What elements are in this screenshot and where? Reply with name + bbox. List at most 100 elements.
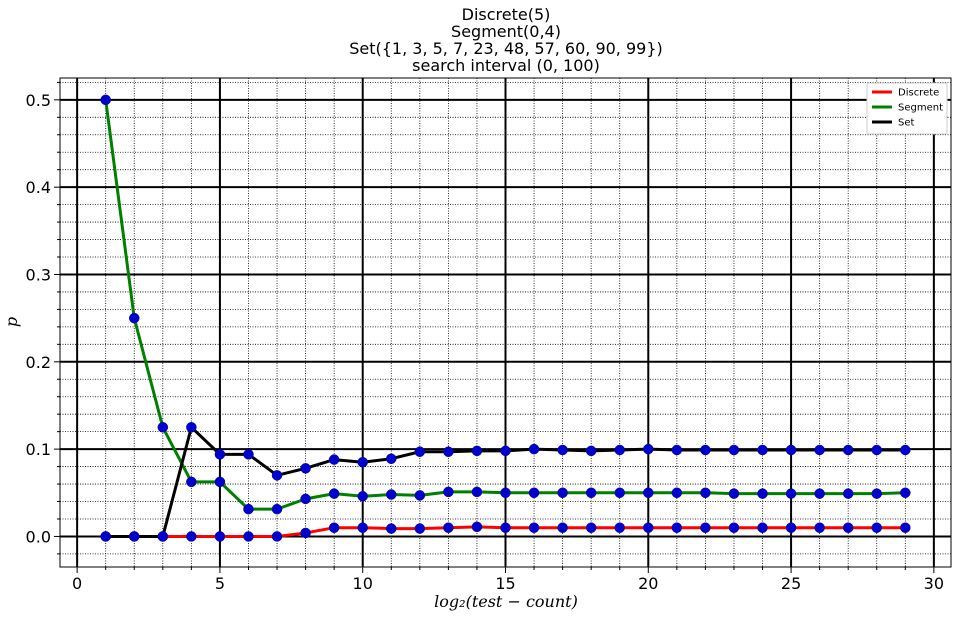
marker-set	[585, 445, 597, 457]
marker-discrete	[471, 521, 483, 533]
marker-set	[471, 445, 483, 457]
marker-set	[557, 444, 568, 456]
marker-discrete	[671, 522, 683, 533]
marker-segment	[814, 488, 825, 499]
marker-discrete	[614, 522, 625, 533]
marker-set	[900, 444, 911, 456]
marker-discrete	[900, 522, 911, 533]
marker-set	[100, 531, 111, 542]
y-tick-label: 0.2	[26, 353, 51, 372]
marker-segment	[328, 488, 340, 499]
y-tick-label: 0.0	[26, 527, 51, 546]
marker-set	[414, 446, 426, 457]
marker-segment	[300, 493, 311, 505]
marker-segment	[500, 487, 511, 499]
marker-set	[214, 449, 226, 460]
marker-segment	[129, 312, 140, 324]
legend-label-set: Set	[898, 118, 915, 129]
marker-discrete	[214, 531, 226, 542]
marker-set	[728, 444, 740, 456]
marker-discrete	[785, 522, 797, 533]
marker-discrete	[757, 522, 768, 533]
marker-discrete	[585, 522, 597, 533]
marker-set	[186, 422, 197, 433]
marker-segment	[728, 488, 740, 499]
y-tick-label: 0.4	[26, 178, 51, 197]
marker-segment	[471, 486, 483, 498]
marker-set	[300, 463, 311, 474]
x-tick-label: 30	[924, 574, 944, 593]
marker-segment	[585, 487, 597, 499]
series-markers	[100, 94, 911, 542]
marker-discrete	[357, 522, 368, 533]
marker-discrete	[728, 522, 740, 533]
marker-discrete	[300, 527, 311, 539]
marker-set	[842, 444, 854, 456]
ticks	[54, 81, 935, 573]
marker-set	[500, 445, 511, 457]
marker-segment	[557, 487, 568, 499]
y-tick-label: 0.5	[26, 91, 51, 110]
marker-set	[700, 444, 711, 456]
marker-set	[357, 456, 368, 468]
marker-discrete	[243, 531, 254, 542]
marker-discrete	[443, 522, 454, 533]
marker-segment	[386, 489, 397, 500]
marker-discrete	[328, 522, 340, 533]
marker-set	[614, 444, 625, 456]
marker-set	[643, 443, 654, 455]
tick-labels: 0 5 10 15 20 25 30 0.0 0.1 0.2 0.3 0.4 0.5	[26, 91, 944, 593]
marker-discrete	[700, 522, 711, 533]
marker-segment	[414, 490, 426, 501]
legend-label-segment: Segment	[898, 103, 943, 114]
y-tick-label: 0.1	[26, 440, 51, 459]
x-tick-label: 20	[638, 574, 658, 593]
marker-discrete	[528, 522, 540, 533]
marker-set	[871, 444, 882, 456]
marker-set	[243, 449, 254, 460]
y-axis-label: p	[2, 317, 21, 327]
x-tick-label: 0	[72, 574, 82, 593]
marker-discrete	[814, 522, 825, 533]
x-axis-label: log₂(test − count)	[434, 592, 578, 611]
marker-discrete	[842, 522, 854, 533]
marker-segment	[900, 487, 911, 499]
marker-discrete	[643, 522, 654, 533]
marker-discrete	[414, 523, 426, 534]
marker-set	[443, 446, 454, 457]
x-tick-label: 10	[353, 574, 373, 593]
marker-discrete	[271, 531, 283, 542]
title-line-3: Set({1, 3, 5, 7, 23, 48, 57, 60, 90, 99}…	[349, 39, 663, 58]
marker-discrete	[386, 523, 397, 534]
x-tick-label: 5	[215, 574, 225, 593]
marker-set	[157, 531, 169, 542]
marker-segment	[842, 488, 854, 499]
marker-segment	[643, 487, 654, 499]
marker-set	[328, 454, 340, 465]
x-tick-label: 15	[495, 574, 515, 593]
marker-segment	[871, 488, 882, 499]
marker-segment	[157, 422, 169, 433]
marker-segment	[785, 488, 797, 499]
marker-set	[386, 453, 397, 464]
marker-segment	[357, 491, 368, 502]
marker-segment	[614, 487, 625, 499]
y-tick-label: 0.3	[26, 265, 51, 284]
title-line-4: search interval (0, 100)	[412, 56, 600, 75]
marker-set	[271, 470, 283, 481]
x-tick-label: 25	[781, 574, 801, 593]
marker-segment	[271, 503, 283, 515]
marker-segment	[214, 476, 226, 488]
marker-discrete	[186, 531, 197, 542]
chart-title: Discrete(5) Segment(0,4) Set({1, 3, 5, 7…	[349, 5, 663, 75]
marker-set	[671, 444, 683, 456]
marker-discrete	[500, 522, 511, 533]
marker-set	[129, 531, 140, 542]
marker-set	[757, 444, 768, 456]
legend: Discrete Segment Set	[866, 82, 948, 135]
marker-segment	[243, 503, 254, 515]
marker-segment	[443, 486, 454, 498]
marker-segment	[671, 487, 683, 499]
